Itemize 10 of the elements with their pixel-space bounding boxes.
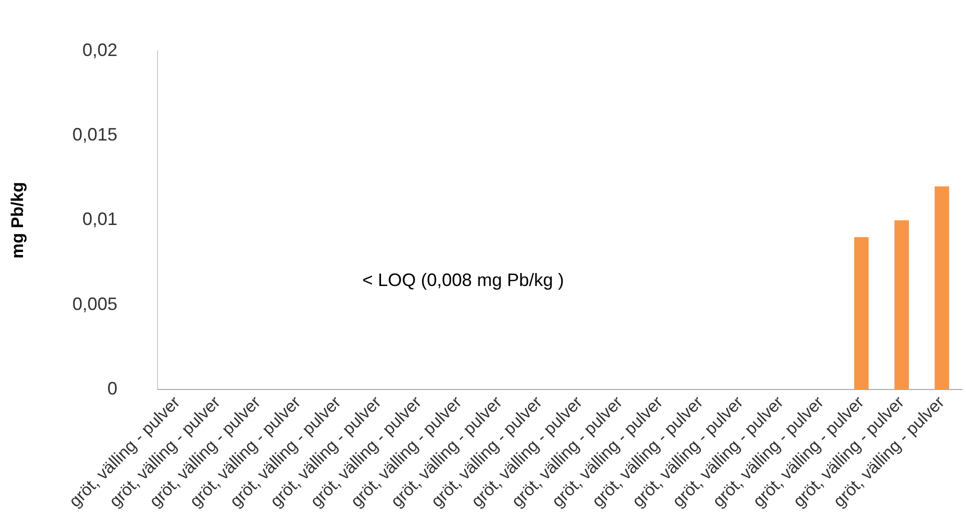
annotation: < LOQ (0,008 mg Pb/kg ) [362,270,564,290]
y-tick-label: 0 [107,378,118,399]
bar [894,220,909,390]
y-tick-label: 0,005 [72,294,118,314]
y-tick-label: 0,01 [82,209,118,230]
y-tick-label: 0,015 [72,124,118,144]
bar [854,237,869,390]
y-axis-title: mg Pb/kg [8,182,27,258]
y-tick-label: 0,02 [82,40,118,60]
bar [934,186,950,390]
